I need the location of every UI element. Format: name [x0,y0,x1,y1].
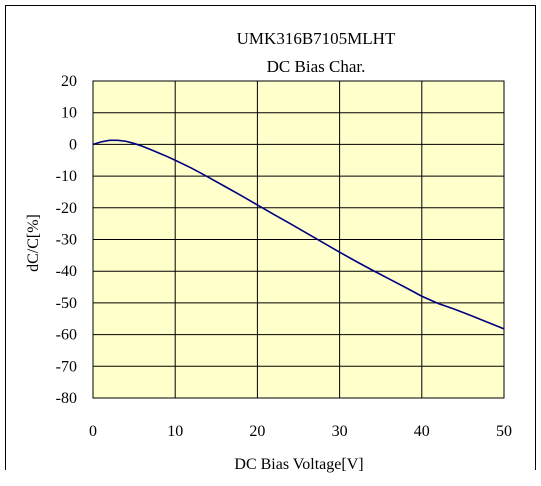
y-tick-label: -50 [56,295,77,312]
x-tick-label: 10 [167,423,183,440]
y-tick-label: -10 [56,168,77,185]
x-tick-label: 20 [249,423,265,440]
y-axis-label: dC/C[%] [25,214,42,272]
x-tick-label: 50 [496,423,512,440]
y-tick-label: -40 [56,263,77,280]
chart-frame [5,5,536,470]
y-tick-label: 0 [69,136,77,153]
y-tick-label: 10 [61,105,77,122]
chart-subtitle: DC Bias Char. [267,57,366,76]
x-tick-label: 0 [89,423,97,440]
y-tick-label: -30 [56,232,77,249]
y-tick-label: -20 [56,200,77,217]
x-axis-label: DC Bias Voltage[V] [234,456,363,473]
x-axis-ticks: 0 10 20 30 40 50 [89,423,512,440]
y-tick-label: -60 [56,327,77,344]
x-tick-label: 30 [332,423,348,440]
y-axis-ticks: 20 10 0 -10 -20 -30 -40 -50 -60 -70 -80 [56,73,77,407]
chart-title: UMK316B7105MLHT [237,29,396,48]
y-tick-label: -70 [56,358,77,375]
grid-lines [93,81,504,398]
y-tick-label: 20 [61,73,77,90]
x-tick-label: 40 [414,423,430,440]
y-tick-label: -80 [56,390,77,407]
series-line [92,139,505,330]
